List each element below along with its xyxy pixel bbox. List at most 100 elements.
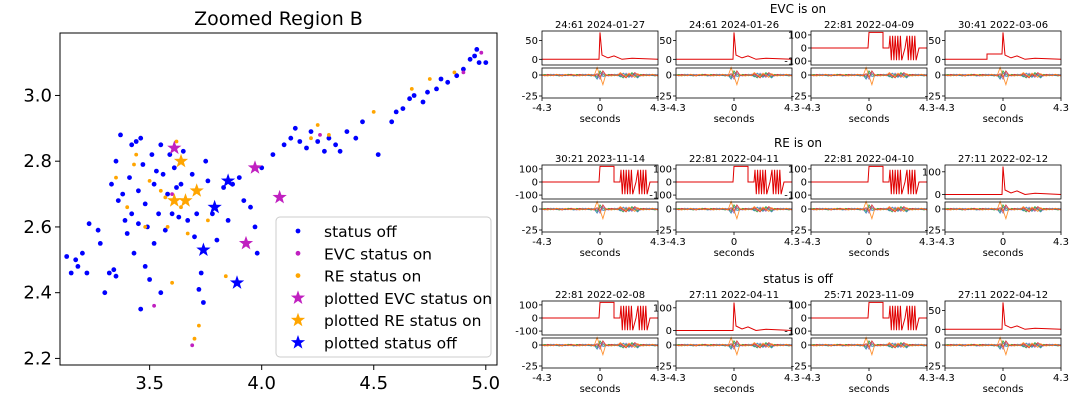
scatter-point xyxy=(160,171,166,177)
scatter-point xyxy=(170,192,175,197)
x-tick-label: 5.0 xyxy=(471,373,500,394)
y-tick-label: 0 xyxy=(666,178,672,189)
x-tick-label: 0 xyxy=(866,103,872,114)
scatter-point xyxy=(185,218,191,223)
trace-line xyxy=(944,71,1062,80)
y-tick-label: 2.6 xyxy=(23,217,52,238)
scatter-point xyxy=(203,158,209,164)
legend-label: EVC status on xyxy=(324,245,432,263)
scatter-point xyxy=(179,205,183,210)
scatter-point xyxy=(131,250,137,256)
x-tick-label: -4.3 xyxy=(532,373,552,384)
y-tick-label: 0 xyxy=(935,71,941,82)
scatter-point xyxy=(326,135,332,141)
x-axis-label: seconds xyxy=(849,384,890,395)
signal-line xyxy=(945,302,1062,330)
scatter-point xyxy=(476,60,482,65)
x-tick-label: 0 xyxy=(597,237,603,248)
scatter-point xyxy=(409,87,414,91)
x-axis-label: seconds xyxy=(714,248,755,259)
y-tick-label: 100 xyxy=(519,300,538,311)
x-tick-label: -4.3 xyxy=(801,373,821,384)
trace-line xyxy=(944,336,1062,357)
scatter-point xyxy=(129,142,135,148)
panel-title: 24:61 2024-01-27 xyxy=(555,20,645,31)
signal-line xyxy=(945,32,1062,60)
y-tick-label: -25 xyxy=(925,362,941,373)
panel-title: 30:21 2023-11-14 xyxy=(555,154,645,165)
x-tick-label: -4.3 xyxy=(935,237,955,248)
x-axis-label: seconds xyxy=(714,114,755,125)
x-tick-label: -4.3 xyxy=(935,103,955,114)
x-axis-label: seconds xyxy=(983,114,1024,125)
x-tick-label: 0 xyxy=(866,373,872,384)
scatter-point xyxy=(113,273,119,279)
y-tick-label: 50 xyxy=(928,36,941,47)
x-axis-label: seconds xyxy=(849,114,890,125)
scatter-point xyxy=(309,136,313,141)
scatter-point xyxy=(197,323,201,328)
trace-line xyxy=(541,341,659,350)
y-tick-label: 0 xyxy=(532,71,538,82)
x-tick-label: 0 xyxy=(731,103,737,114)
trace-line xyxy=(675,336,793,357)
legend-label: plotted RE status on xyxy=(324,312,481,330)
x-tick-label: 4.3 xyxy=(650,237,666,248)
scatter-point xyxy=(165,225,170,229)
scatter-point xyxy=(147,179,152,183)
scatter-point xyxy=(132,162,136,167)
x-axis-label: seconds xyxy=(580,384,621,395)
scatter-point xyxy=(472,53,477,59)
x-tick-label: 4.0 xyxy=(247,373,276,394)
scatter-point xyxy=(158,142,164,148)
x-tick-label: 4.3 xyxy=(650,373,666,384)
y-tick-label: 100 xyxy=(788,164,807,175)
y-tick-label: 0 xyxy=(801,205,807,216)
signal-panel: 24:61 2024-01-26 50 0 0 -25-4.3 0 4.3 seconds xyxy=(656,20,800,125)
scatter-point xyxy=(133,139,139,144)
scatter-point xyxy=(434,86,439,92)
x-tick-label: 0 xyxy=(1000,237,1006,248)
scatter-point xyxy=(122,218,128,223)
scatter-point xyxy=(360,119,365,125)
x-tick-label: 4.3 xyxy=(784,237,800,248)
scatter-point xyxy=(411,93,417,98)
scatter-point xyxy=(192,336,197,341)
scatter-point xyxy=(127,175,132,181)
scatter-point xyxy=(102,290,108,296)
y-tick-label: 50 xyxy=(659,36,672,47)
x-tick-label: 4.3 xyxy=(1053,103,1069,114)
scatter-point xyxy=(214,237,220,243)
top-axes xyxy=(675,30,793,66)
trace-line xyxy=(541,336,659,357)
x-tick-label: 0 xyxy=(597,103,603,114)
star-point xyxy=(173,153,189,168)
trace-line xyxy=(944,66,1062,87)
panel-title: 30:41 2022-03-06 xyxy=(958,20,1048,31)
y-tick-label: 0 xyxy=(666,205,672,216)
scatter-point xyxy=(80,250,85,256)
y-tick-label: 100 xyxy=(788,300,807,311)
scatter-point xyxy=(304,145,309,151)
signal-panel: 30:21 2023-11-14 100 0 -100 0 -25-4.3 0 4.3 seco… xyxy=(515,154,666,259)
y-tick-label: 50 xyxy=(525,36,538,47)
scatter-point xyxy=(95,227,101,233)
y-tick-label: -25 xyxy=(791,362,807,373)
star-point xyxy=(272,189,287,204)
y-tick-label: -25 xyxy=(656,362,672,373)
panel-title: 22:81 2022-04-10 xyxy=(824,154,914,165)
y-tick-label: 0 xyxy=(935,55,941,66)
y-tick-label: 0 xyxy=(801,44,807,55)
scatter-point xyxy=(142,201,148,207)
x-tick-label: -4.3 xyxy=(801,103,821,114)
y-tick-label: 0 xyxy=(666,341,672,352)
y-tick-label: 3.0 xyxy=(23,85,52,106)
scatter-point xyxy=(322,148,327,154)
scatter-point xyxy=(288,135,294,141)
star-point xyxy=(167,140,182,155)
scatter-point xyxy=(97,241,103,246)
trace-line xyxy=(675,71,793,80)
legend-marker xyxy=(295,250,301,256)
scatter-point xyxy=(162,227,168,233)
scatter-point xyxy=(252,224,258,230)
